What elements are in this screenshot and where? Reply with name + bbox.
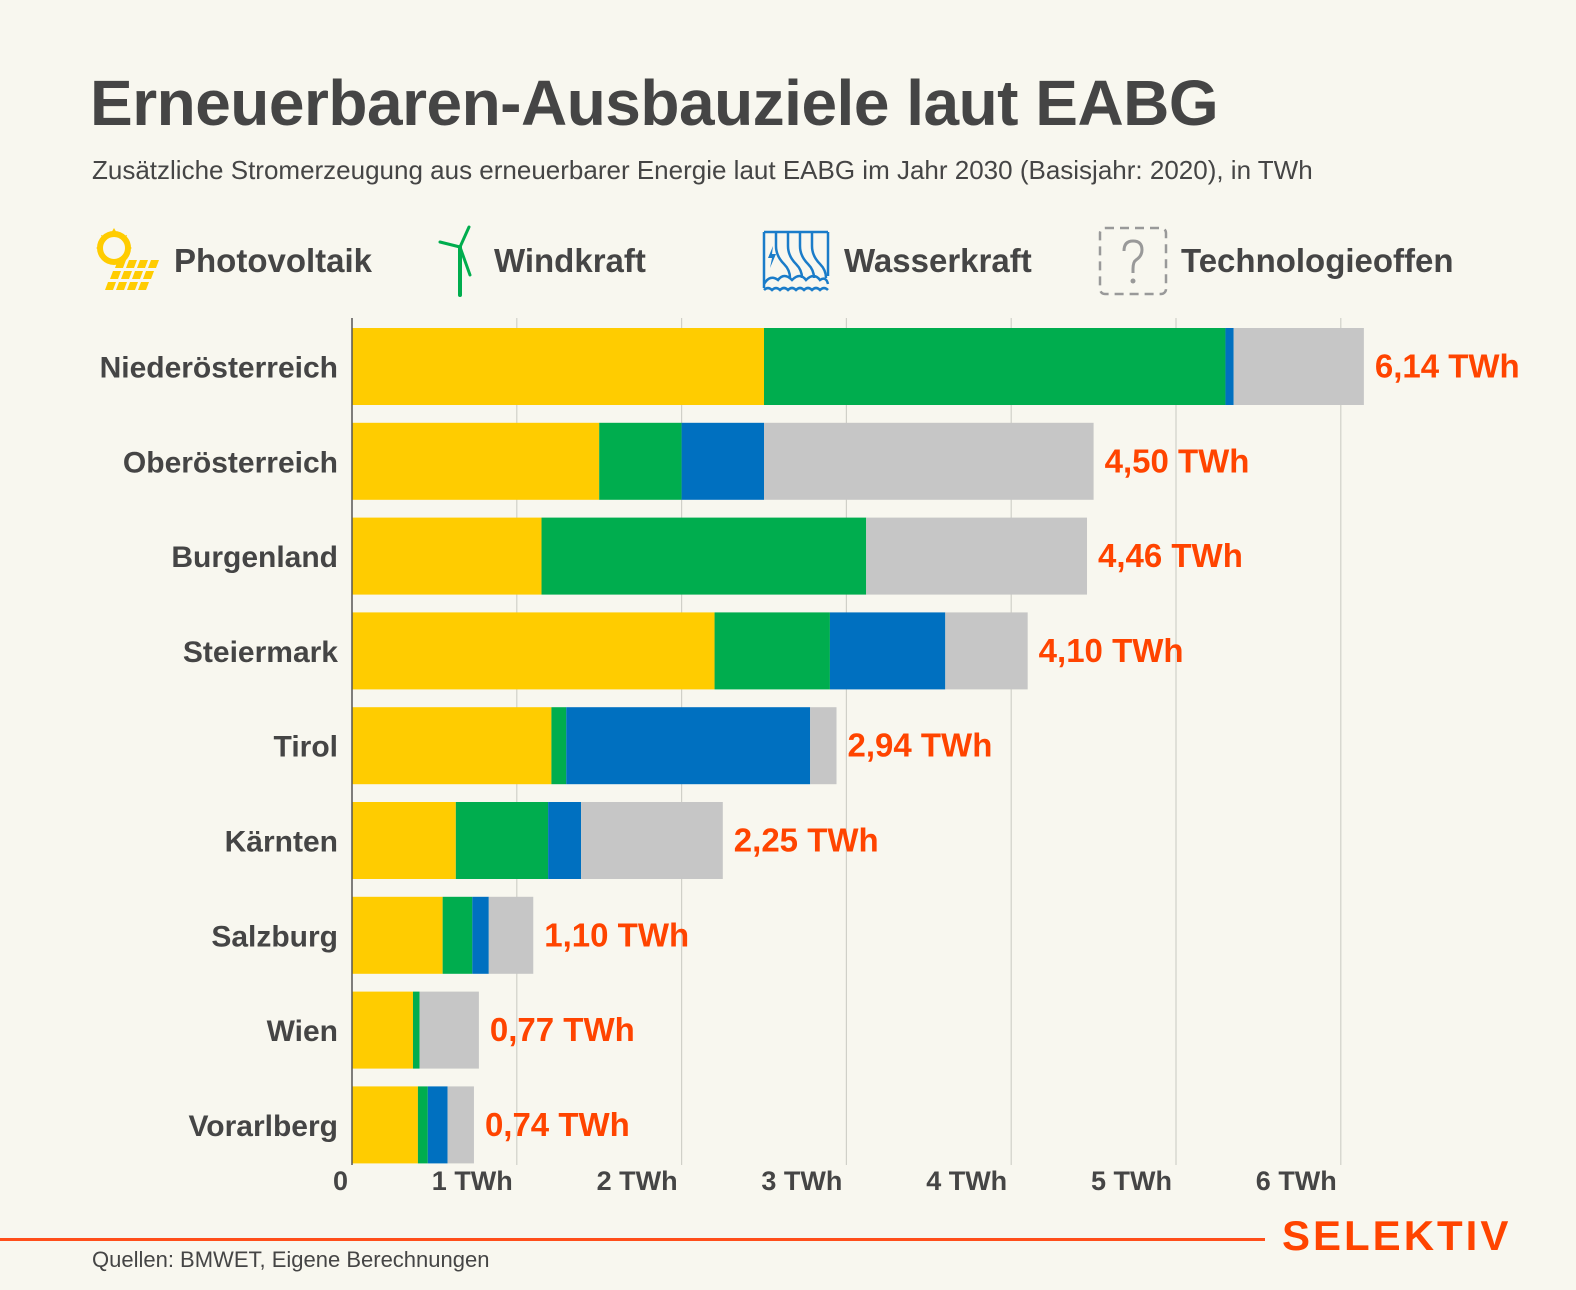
bar-segment-windkraft bbox=[551, 707, 567, 785]
category-label: Niederösterreich bbox=[100, 352, 338, 385]
brand-logo: SELEKTIV bbox=[1282, 1212, 1512, 1259]
source-note: Quellen: BMWET, Eigene Berechnungen bbox=[92, 1247, 490, 1272]
x-axis-tick-labels: 0 1 TWh 2 TWh 3 TWh 4 TWh 5 TWh 6 TWh bbox=[333, 1166, 1337, 1196]
legend-label: Photovoltaik bbox=[174, 242, 373, 279]
x-tick-label: 4 TWh bbox=[926, 1166, 1007, 1196]
bar-segment-technologieoffen bbox=[581, 802, 723, 879]
bar-segment-photovoltaik bbox=[352, 612, 715, 690]
hydro-dam-icon bbox=[762, 230, 830, 292]
total-label: 0,74 TWh bbox=[485, 1106, 630, 1143]
bar-segment-windkraft bbox=[455, 802, 549, 879]
x-tick-label: 6 TWh bbox=[1256, 1166, 1337, 1196]
legend-item-wasserkraft: Wasserkraft bbox=[760, 225, 1032, 297]
bar-segment-windkraft bbox=[412, 991, 420, 1069]
bar-segment-technologieoffen bbox=[447, 1086, 474, 1164]
category-label: Kärnten bbox=[225, 826, 338, 859]
category-label: Oberösterreich bbox=[123, 446, 338, 479]
total-label: 4,50 TWh bbox=[1105, 442, 1250, 479]
bar-segment-windkraft bbox=[442, 896, 473, 974]
category-label: Tirol bbox=[274, 731, 338, 764]
bar-segment-photovoltaik bbox=[352, 422, 600, 500]
bar-segment-technologieoffen bbox=[866, 517, 1088, 595]
category-label: Wien bbox=[267, 1015, 338, 1048]
category-label: Vorarlberg bbox=[189, 1110, 339, 1143]
bar-segment-technologieoffen bbox=[488, 896, 534, 974]
x-tick-label: 2 TWh bbox=[597, 1166, 678, 1196]
category-label: Steiermark bbox=[183, 636, 338, 669]
bar-segment-photovoltaik bbox=[352, 991, 413, 1069]
total-label: 4,46 TWh bbox=[1098, 537, 1243, 574]
footer-divider bbox=[0, 1238, 1265, 1241]
bar-segment-technologieoffen bbox=[810, 707, 837, 785]
category-label: Salzburg bbox=[211, 920, 338, 953]
x-tick-label: 5 TWh bbox=[1091, 1166, 1172, 1196]
bar-segment-windkraft bbox=[599, 422, 682, 500]
bar-segment-wasserkraft bbox=[829, 612, 946, 690]
legend-item-photovoltaik: Photovoltaik bbox=[92, 225, 372, 297]
legend-label: Windkraft bbox=[494, 242, 646, 279]
bar-segment-wasserkraft bbox=[566, 707, 811, 785]
question-mark-icon bbox=[1098, 226, 1168, 296]
bar-segment-windkraft bbox=[417, 1086, 428, 1164]
bar-segment-technologieoffen bbox=[1233, 328, 1364, 405]
x-tick-label: 3 TWh bbox=[761, 1166, 842, 1196]
chart-title: Erneuerbaren-Ausbauziele laut EABG bbox=[90, 67, 1219, 139]
legend-item-technologieoffen: Technologieoffen bbox=[1097, 225, 1454, 297]
total-label: 2,94 TWh bbox=[848, 727, 993, 764]
bar-segment-windkraft bbox=[541, 517, 867, 595]
bar-segment-wasserkraft bbox=[1225, 328, 1234, 405]
bar-segment-wasserkraft bbox=[427, 1086, 448, 1164]
bar-segment-technologieoffen bbox=[419, 991, 479, 1069]
bar-segment-technologieoffen bbox=[945, 612, 1028, 690]
bars bbox=[352, 328, 1364, 1164]
total-label: 4,10 TWh bbox=[1039, 632, 1184, 669]
legend-item-windkraft: Windkraft bbox=[436, 225, 646, 297]
x-tick-label: 1 TWh bbox=[432, 1166, 513, 1196]
total-label: 2,25 TWh bbox=[734, 822, 879, 859]
bar-segment-photovoltaik bbox=[352, 896, 443, 974]
legend-label: Wasserkraft bbox=[844, 242, 1032, 279]
bar-segment-wasserkraft bbox=[548, 802, 582, 879]
chart-subtitle: Zusätzliche Stromerzeugung aus erneuerba… bbox=[92, 155, 1313, 185]
solar-panel-icon bbox=[96, 228, 159, 290]
bar-segment-wasserkraft bbox=[472, 896, 489, 974]
bar-segment-wasserkraft bbox=[681, 422, 764, 500]
bar-segment-photovoltaik bbox=[352, 517, 542, 595]
bar-segment-windkraft bbox=[764, 328, 1226, 405]
wind-turbine-icon bbox=[438, 225, 472, 297]
bar-segment-windkraft bbox=[714, 612, 830, 690]
bar-segment-technologieoffen bbox=[764, 422, 1094, 500]
total-label: 1,10 TWh bbox=[544, 916, 689, 953]
total-label: 0,77 TWh bbox=[490, 1011, 635, 1048]
bar-segment-photovoltaik bbox=[352, 802, 456, 879]
legend-label: Technologieoffen bbox=[1181, 242, 1454, 279]
x-tick-label: 0 bbox=[333, 1166, 348, 1196]
bar-segment-photovoltaik bbox=[352, 328, 764, 405]
category-labels: Niederösterreich Oberösterreich Burgenland… bbox=[100, 352, 339, 1143]
total-label: 6,14 TWh bbox=[1375, 348, 1520, 385]
total-labels: 6,14 TWh 4,50 TWh 4,46 TWh 4,10 TWh 2,94 TWh… bbox=[485, 348, 1520, 1143]
bar-segment-photovoltaik bbox=[352, 707, 552, 785]
bar-segment-photovoltaik bbox=[352, 1086, 418, 1164]
category-label: Burgenland bbox=[171, 541, 338, 574]
